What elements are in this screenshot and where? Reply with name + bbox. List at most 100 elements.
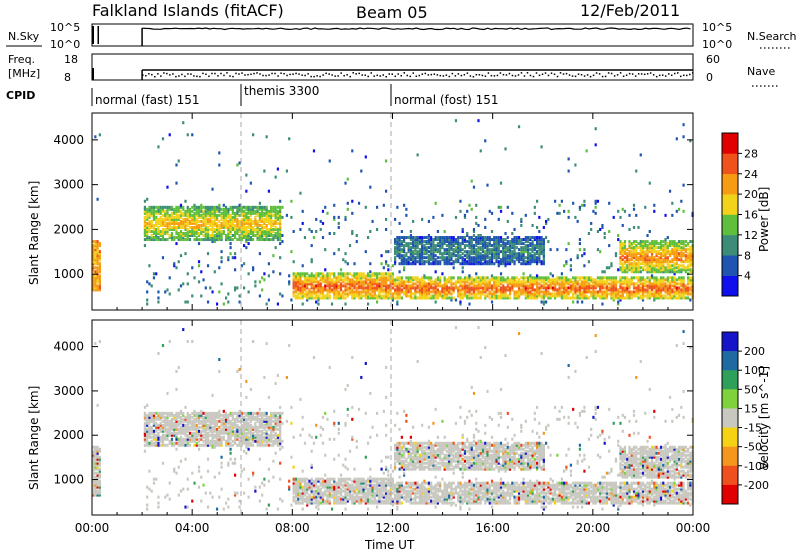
velocity-echo-cell [175,417,178,421]
power-echo-cell [680,288,683,292]
power-echo-cell [98,266,101,270]
power-echo-cell [463,250,467,254]
power-echo-cell [495,278,498,282]
power-echo-cell [639,276,642,280]
power-echo-cell [254,284,257,288]
nave-dot [661,74,664,76]
velocity-echo-cell [170,441,174,445]
power-echo-cell [461,266,464,270]
power-echo-cell [581,290,584,294]
power-echo-cell [166,207,169,211]
y-tick-label: 3000 [53,178,84,192]
power-echo-cell [159,219,162,223]
power-echo-cell [184,213,187,217]
power-echo-cell [360,274,363,278]
power-echo-cell [511,282,514,286]
velocity-echo-cell [96,457,99,461]
power-echo-cell [403,258,406,262]
power-echo-cell [369,278,372,282]
power-echo-cell [213,240,216,244]
nave-dot [304,74,306,77]
power-echo-cell [531,278,534,282]
power-echo-cell [484,240,487,244]
power-echo-cell [252,234,255,238]
power-echo-cell [470,256,473,260]
power-echo-cell [499,181,503,185]
power-echo-cell [677,246,681,250]
power-echo-cell [581,300,584,304]
power-echo-cell [279,242,282,246]
power-echo-cell [689,258,692,262]
power-echo-cell [443,248,446,252]
power-echo-cell [610,282,613,286]
power-echo-cell [680,258,683,262]
power-echo-cell [650,264,654,268]
power-echo-cell [466,252,469,256]
power-echo-cell [247,209,250,213]
power-echo-cell [619,266,622,270]
power-echo-cell [206,264,210,268]
power-echo-cell [511,246,514,250]
power-echo-cell [150,209,153,213]
power-echo-cell [601,296,604,300]
power-echo-cell [443,296,446,300]
power-echo-cell [493,282,496,286]
power-echo-cell [227,225,230,229]
power-echo-cell [677,296,681,300]
power-echo-cell [310,278,313,282]
power-echo-cell [655,240,658,244]
power-echo-cell [306,282,309,286]
power-echo-cell [436,294,440,298]
power-echo-cell [657,284,660,288]
power-echo-cell [319,286,322,290]
power-echo-cell [533,246,536,250]
power-echo-cell [409,284,412,288]
power-echo-cell [481,248,485,252]
power-echo-cell [457,258,460,262]
velocity-echo-cell [164,419,167,423]
power-echo-cell [351,232,354,236]
power-echo-cell [502,244,505,248]
power-echo-cell [193,225,196,229]
power-echo-cell [432,248,435,252]
power-echo-cell [619,215,622,219]
velocity-echo-cell [146,441,149,445]
power-echo-cell [592,278,595,282]
power-echo-cell [96,276,99,280]
power-echo-cell [445,292,449,296]
power-echo-cell [682,209,685,213]
velocity-echo-cell [150,431,153,435]
power-echo-cell [191,229,194,233]
power-echo-cell [596,284,600,288]
power-echo-cell [511,250,514,254]
power-echo-cell [637,292,640,296]
power-echo-cell [486,286,489,290]
power-echo-cell [576,280,579,284]
power-echo-cell [677,276,681,280]
power-echo-cell [233,232,237,236]
power-echo-cell [554,199,557,203]
power-echo-cell [623,288,627,292]
power-echo-cell [274,246,277,250]
power-echo-cell [522,258,525,262]
power-echo-cell [533,211,536,215]
power-echo-cell [524,260,527,264]
power-echo-cell [92,278,95,282]
power-echo-cell [475,280,478,284]
power-echo-cell [407,262,410,266]
velocity-echo-cell [182,413,185,417]
power-echo-cell [355,292,358,296]
power-echo-cell [481,244,485,248]
power-echo-cell [421,250,424,254]
power-echo-cell [265,217,268,221]
power-echo-cell [680,250,683,254]
power-echo-cell [472,246,476,250]
power-echo-cell [454,298,458,302]
power-echo-cell [161,234,165,238]
velocity-echo-cell [170,437,174,441]
power-echo-cell [626,258,629,262]
power-echo-cell [578,288,582,292]
power-echo-cell [639,240,642,244]
power-echo-cell [362,280,365,284]
power-echo-cell [648,286,651,290]
